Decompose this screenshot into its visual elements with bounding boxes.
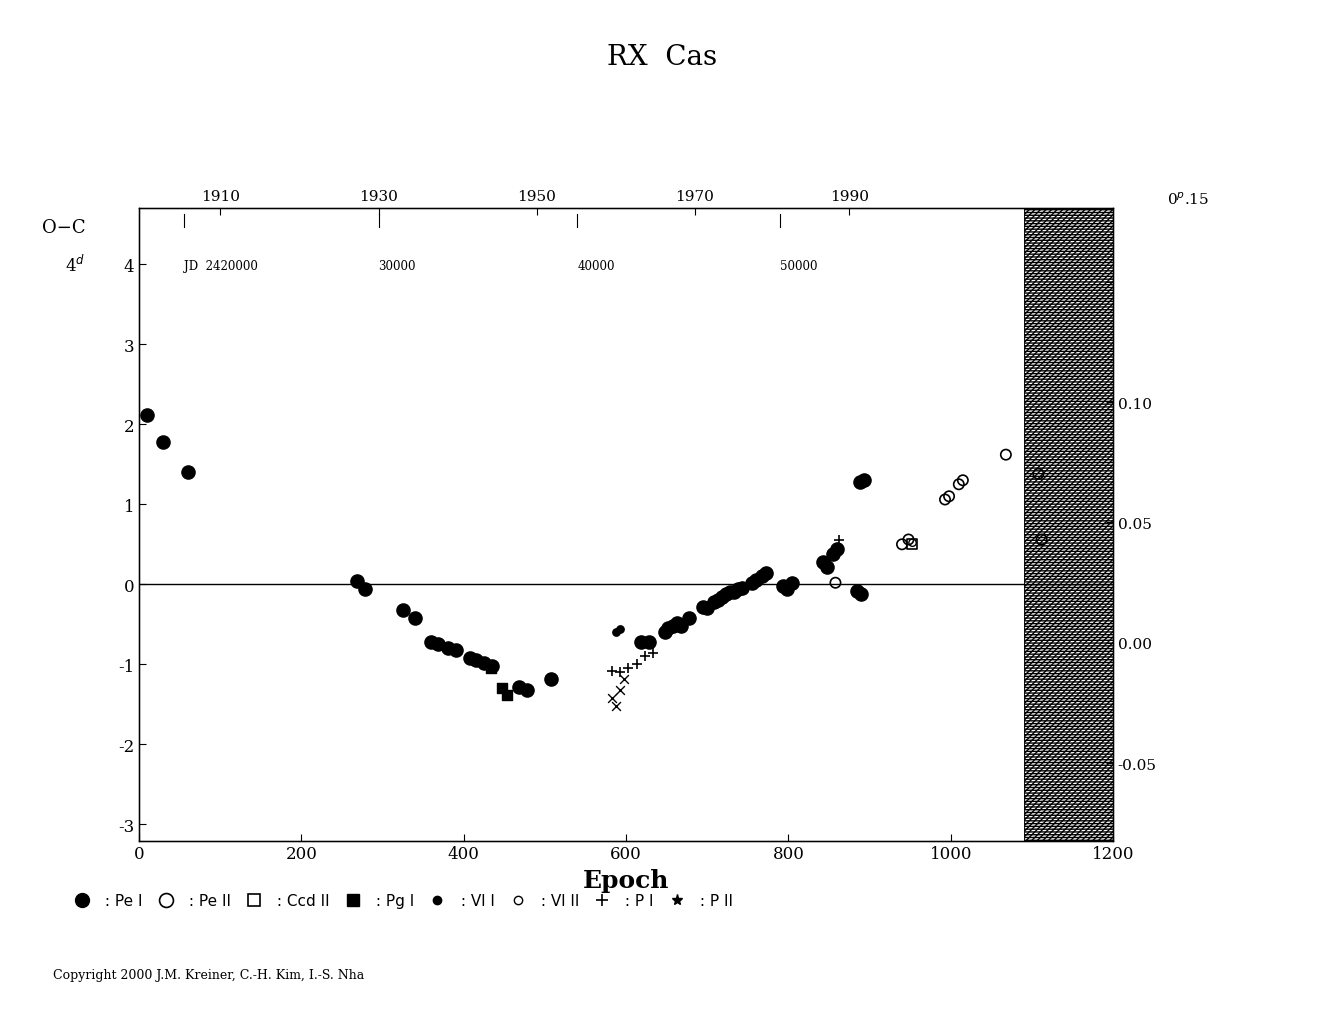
- Text: 4$^d$: 4$^d$: [65, 255, 86, 275]
- Point: [136, 407, 158, 423]
- Point: [606, 698, 627, 714]
- Point: [602, 663, 623, 680]
- Point: [670, 619, 692, 635]
- Point: [776, 582, 798, 598]
- Point: [1028, 467, 1049, 483]
- Point: [643, 645, 664, 661]
- Point: [847, 583, 868, 599]
- Point: [460, 650, 481, 666]
- Point: [606, 625, 627, 641]
- Bar: [1024, 209, 1113, 841]
- Point: [995, 447, 1016, 464]
- Point: [849, 474, 871, 490]
- Point: [392, 602, 413, 619]
- Point: [751, 569, 772, 585]
- Point: [437, 641, 458, 657]
- Text: JD  2420000: JD 2420000: [184, 260, 257, 273]
- Point: [898, 532, 920, 548]
- Point: [509, 679, 530, 695]
- Point: [723, 585, 745, 601]
- Text: Copyright 2000 J.M. Kreiner, C.-H. Kim, I.-S. Nha: Copyright 2000 J.M. Kreiner, C.-H. Kim, …: [53, 968, 364, 981]
- Point: [480, 660, 501, 677]
- Point: [610, 622, 631, 638]
- Point: [178, 465, 199, 481]
- Point: [828, 533, 849, 549]
- Point: [678, 610, 700, 627]
- Point: [782, 575, 803, 591]
- Bar: [1024, 209, 1113, 841]
- Text: 40000: 40000: [578, 260, 615, 273]
- Point: [704, 594, 725, 610]
- Point: [613, 671, 635, 687]
- Point: [152, 434, 174, 450]
- Point: [901, 537, 922, 553]
- Point: [816, 559, 837, 576]
- Point: [639, 634, 660, 650]
- Point: [892, 537, 913, 553]
- Point: [617, 660, 639, 677]
- Text: 30000: 30000: [379, 260, 416, 273]
- Point: [825, 575, 847, 591]
- Point: [655, 625, 676, 641]
- Point: [949, 477, 970, 493]
- Point: [741, 575, 762, 591]
- Point: [719, 585, 741, 601]
- Point: [727, 582, 749, 598]
- Point: [851, 586, 872, 602]
- Point: [716, 586, 737, 602]
- Point: [827, 541, 848, 557]
- Point: [755, 566, 776, 582]
- Point: [853, 473, 875, 489]
- Point: [902, 535, 924, 551]
- Point: [635, 648, 656, 664]
- Point: [481, 658, 502, 675]
- Point: [610, 664, 631, 681]
- Legend:  : Pe I,  : Pe II,  : Ccd II,  : Pg I,  : Vl I,  : Vl II,  : P I,  : P II: : Pe I, : Pe II, : Ccd II, : Pg I, : Vl …: [61, 888, 739, 915]
- Point: [541, 671, 562, 687]
- Point: [1031, 532, 1052, 548]
- Point: [610, 682, 631, 698]
- Point: [712, 589, 733, 605]
- Text: O−C: O−C: [42, 218, 86, 236]
- X-axis label: Epoch: Epoch: [583, 868, 669, 892]
- Point: [693, 599, 714, 615]
- Text: 0$^p$.15: 0$^p$.15: [1166, 191, 1208, 208]
- Text: 50000: 50000: [780, 260, 818, 273]
- Point: [465, 652, 486, 668]
- Point: [934, 492, 955, 508]
- Point: [492, 681, 513, 697]
- Point: [823, 546, 844, 562]
- Point: [666, 615, 688, 632]
- Point: [346, 574, 367, 590]
- Point: [445, 642, 466, 658]
- Point: [657, 621, 678, 637]
- Point: [496, 687, 517, 703]
- Point: [953, 473, 974, 489]
- Point: [473, 655, 494, 672]
- Point: [517, 682, 538, 698]
- Point: [697, 600, 718, 616]
- Point: [404, 610, 425, 627]
- Point: [662, 619, 684, 635]
- Point: [625, 656, 647, 673]
- Point: [812, 554, 833, 571]
- Point: [354, 582, 375, 598]
- Point: [427, 637, 448, 653]
- Point: [772, 578, 794, 594]
- Point: [938, 489, 959, 505]
- Point: [421, 634, 443, 650]
- Text: RX  Cas: RX Cas: [607, 45, 718, 71]
- Point: [731, 580, 753, 596]
- Point: [602, 690, 623, 706]
- Point: [631, 634, 652, 650]
- Point: [745, 572, 766, 588]
- Point: [708, 593, 729, 609]
